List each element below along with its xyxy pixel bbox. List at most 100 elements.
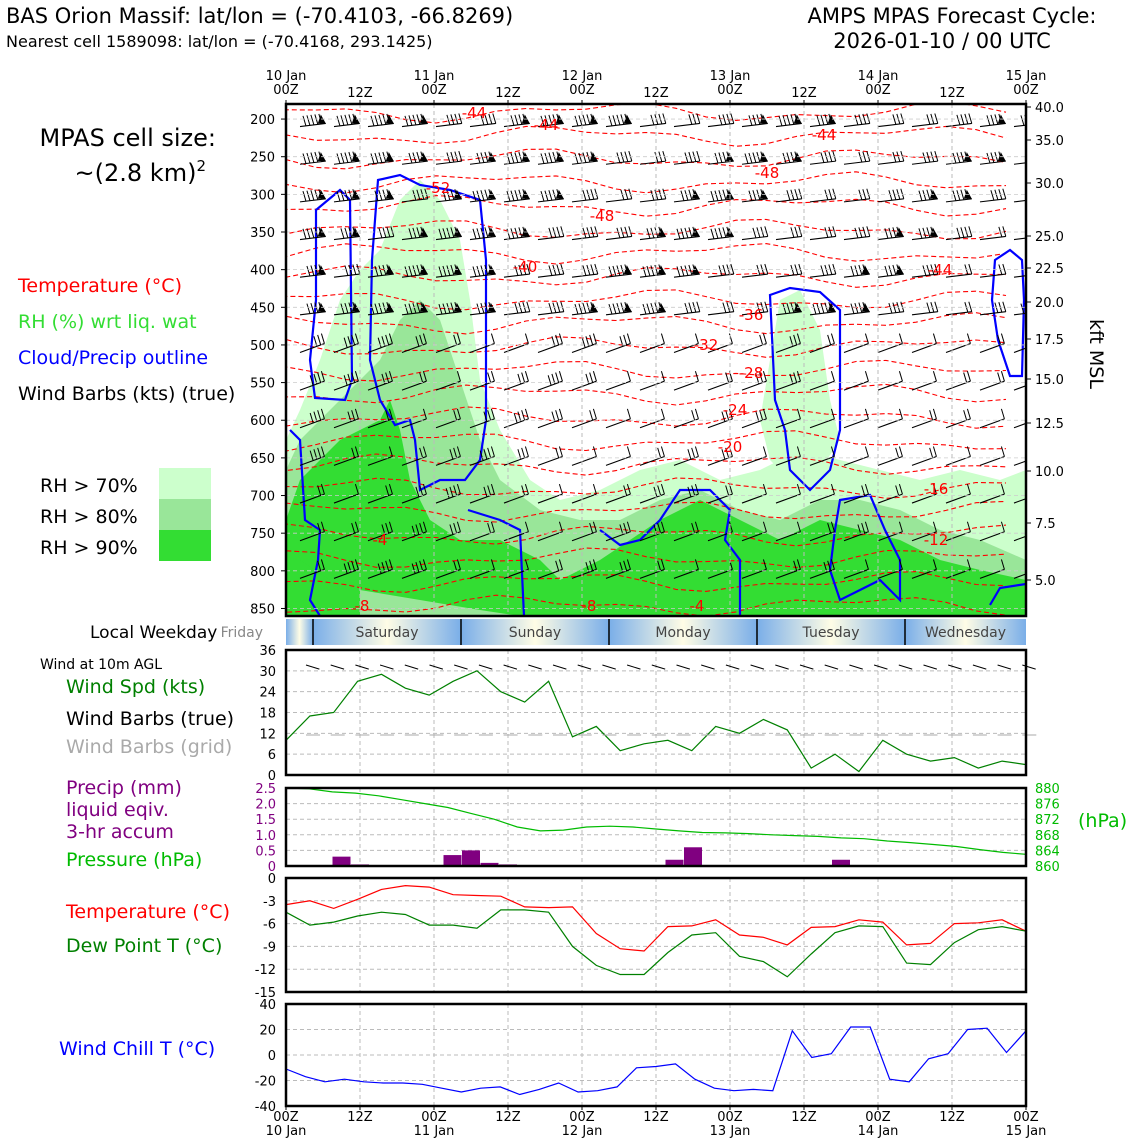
wind-barb-flag — [352, 302, 357, 313]
wind-barb — [367, 371, 393, 391]
wind-barb — [401, 113, 428, 128]
wind-barb-flag — [762, 371, 767, 382]
wind-barb-flag — [320, 483, 325, 495]
wind-barb-flag — [952, 152, 957, 164]
wind-barb-flag — [344, 303, 349, 314]
wind-barb-flag — [306, 190, 311, 201]
wind-barb-flag — [926, 189, 931, 200]
header-title-right-2: 2026-01-10 / 00 UTC — [833, 29, 1051, 53]
wind-barb-flag — [378, 114, 383, 126]
pressure-tick-label: 250 — [250, 151, 275, 166]
wind-barb-flag — [710, 191, 715, 202]
weekday-cell — [757, 619, 905, 645]
wind-barb-shaft — [299, 343, 325, 353]
bottom-axis-label-line: 00Z — [865, 1110, 891, 1125]
wind-barb-flag — [514, 265, 519, 276]
wind-barb-flag — [650, 303, 655, 314]
wind-barb-shaft — [367, 380, 393, 391]
wind-barb — [435, 113, 463, 128]
surface-wind-barb — [429, 664, 444, 670]
wind-barb-flag — [798, 263, 803, 275]
wind-barb-flag — [524, 408, 529, 419]
wind-barb-flag — [628, 226, 633, 237]
wind-barb — [775, 483, 801, 504]
wind-barb-shaft — [809, 380, 835, 391]
grid-main — [286, 104, 1026, 616]
surface-wind-barb — [379, 664, 394, 670]
wind-barb-pennant — [589, 152, 598, 162]
wind-barb-flag — [748, 152, 753, 164]
wind-barb-flag — [590, 113, 595, 125]
wind-barb-flag — [377, 337, 382, 348]
wind-barb — [605, 113, 632, 128]
wind-barb-flag — [404, 115, 409, 127]
wind-barb — [299, 446, 325, 466]
wind-barb-flag — [446, 227, 451, 238]
temperature-contour-line — [286, 243, 1007, 265]
legend-rh70-label: RH > 70% — [40, 475, 138, 497]
wind-barb-flag — [558, 483, 563, 495]
wind-barb-flag — [578, 303, 583, 314]
wind-barb-flag — [416, 151, 421, 163]
wind-barb-flag — [594, 188, 599, 199]
weekday-cell — [905, 619, 1026, 645]
wind-barb-flag — [990, 152, 995, 163]
wind-barb-flag — [514, 227, 519, 238]
bottom-axis-label: 12Z — [495, 1110, 521, 1125]
wind-barb-flag — [419, 560, 424, 571]
wind-barb-flag — [310, 303, 315, 314]
wind-barb-flag — [691, 523, 696, 534]
wind-barb-flag — [721, 411, 726, 422]
wind-barb-flag — [354, 446, 359, 457]
surface-wind-barb — [725, 664, 740, 670]
wind-barb-flag — [997, 372, 1002, 383]
wind-barb-flag — [616, 114, 621, 126]
temperature-label: -16 — [924, 480, 949, 498]
wind-barb-pennant — [861, 302, 870, 312]
wind-barb — [333, 263, 361, 278]
pressure-tick-label: 550 — [250, 377, 275, 392]
wind-barb-flag — [796, 521, 801, 532]
wind-barb-flag — [578, 115, 583, 126]
wind-barb-flag — [408, 115, 413, 126]
wind-barb-flag — [351, 447, 356, 459]
wind-barb-flag — [623, 560, 628, 571]
wind-barb-flag — [684, 227, 689, 238]
wind-barb-pennant — [351, 152, 360, 162]
wind-barb-flag — [310, 265, 315, 276]
wind-barb-shaft — [605, 568, 631, 579]
wind-barb-flag — [1000, 333, 1005, 344]
wind-barb-flag — [484, 227, 489, 238]
wind-barb-flag — [385, 334, 390, 346]
wind-barb-flag — [986, 115, 991, 126]
wind-barb-flag — [446, 303, 451, 314]
wind-barb — [843, 483, 869, 504]
wind-barb-flag — [589, 372, 594, 383]
wind-barb-flag — [657, 447, 662, 459]
wind-barb-shaft — [1013, 275, 1026, 278]
pressure-tick-label: 600 — [250, 414, 275, 429]
wind-barb-shaft — [1013, 385, 1026, 391]
wind-barb-flag — [422, 333, 427, 344]
wind-barb-flag — [582, 190, 587, 201]
wind-barb-flag — [759, 410, 764, 421]
wind-barb-flag — [524, 521, 529, 532]
p5-ytick-label: 40 — [259, 998, 276, 1013]
wind-barb-flag — [556, 151, 561, 162]
wind-barb — [401, 188, 429, 203]
wind-barb-flag — [796, 371, 801, 382]
p2-ytick-label: 6 — [268, 748, 276, 763]
wind-barb-flag — [548, 114, 553, 126]
wind-barb-flag — [626, 408, 631, 419]
wind-barb-flag — [574, 115, 579, 127]
wind-barb-flag — [415, 524, 420, 535]
wind-barb-flag — [854, 114, 859, 126]
wind-barb-flag — [762, 446, 767, 457]
wind-barb-flag — [416, 264, 421, 276]
wind-barb — [537, 483, 563, 504]
wind-barb-flag — [385, 523, 390, 534]
p3-frame — [284, 786, 1028, 868]
bottom-axis-label: 00Z 14 Jan — [858, 1110, 899, 1139]
wind-barb-flag — [449, 486, 454, 498]
wind-barb — [843, 371, 869, 391]
